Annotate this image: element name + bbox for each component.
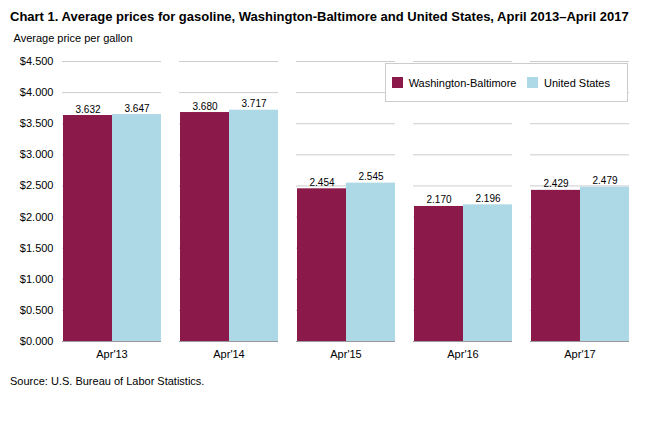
svg-text:2.545: 2.545	[358, 171, 383, 182]
svg-text:Apr'15: Apr'15	[330, 348, 361, 360]
svg-text:$1.500: $1.500	[20, 242, 54, 254]
svg-text:$0.500: $0.500	[20, 304, 54, 316]
svg-text:2.170: 2.170	[426, 194, 451, 205]
svg-text:Apr'14: Apr'14	[213, 348, 244, 360]
html-text:Source: U.S. Bureau of Labor S: Source: U.S. Bureau of Labor Statistics.	[10, 375, 205, 387]
svg-text:2.429: 2.429	[543, 178, 568, 189]
svg-text:$1.000: $1.000	[20, 273, 54, 285]
svg-text:$4.000: $4.000	[20, 86, 54, 98]
svg-text:$2.500: $2.500	[20, 179, 54, 191]
html-text:Chart 1. Average prices for ga: Chart 1. Average prices for gasoline, Wa…	[10, 9, 629, 24]
svg-text:Average price per gallon: Average price per gallon	[14, 32, 133, 44]
svg-text:3.717: 3.717	[241, 98, 266, 109]
svg-text:Apr'17: Apr'17	[564, 348, 595, 360]
svg-text:$3.500: $3.500	[20, 117, 54, 129]
svg-text:$3.000: $3.000	[20, 148, 54, 160]
svg-text:2.479: 2.479	[592, 175, 617, 186]
svg-text:2.196: 2.196	[475, 193, 500, 204]
svg-text:$2.000: $2.000	[20, 211, 54, 223]
svg-text:3.632: 3.632	[75, 104, 100, 115]
svg-text:2.454: 2.454	[309, 177, 334, 188]
html-text:Washington-Baltimore: Washington-Baltimore	[408, 76, 517, 89]
svg-text:Apr'13: Apr'13	[96, 348, 127, 360]
svg-text:3.647: 3.647	[124, 103, 149, 114]
html-text:United States: United States	[544, 76, 610, 89]
svg-text:3.680: 3.680	[192, 101, 217, 112]
svg-text:$0.000: $0.000	[20, 335, 54, 347]
svg-text:$4.500: $4.500	[20, 55, 54, 67]
svg-text:Apr'16: Apr'16	[447, 348, 478, 360]
